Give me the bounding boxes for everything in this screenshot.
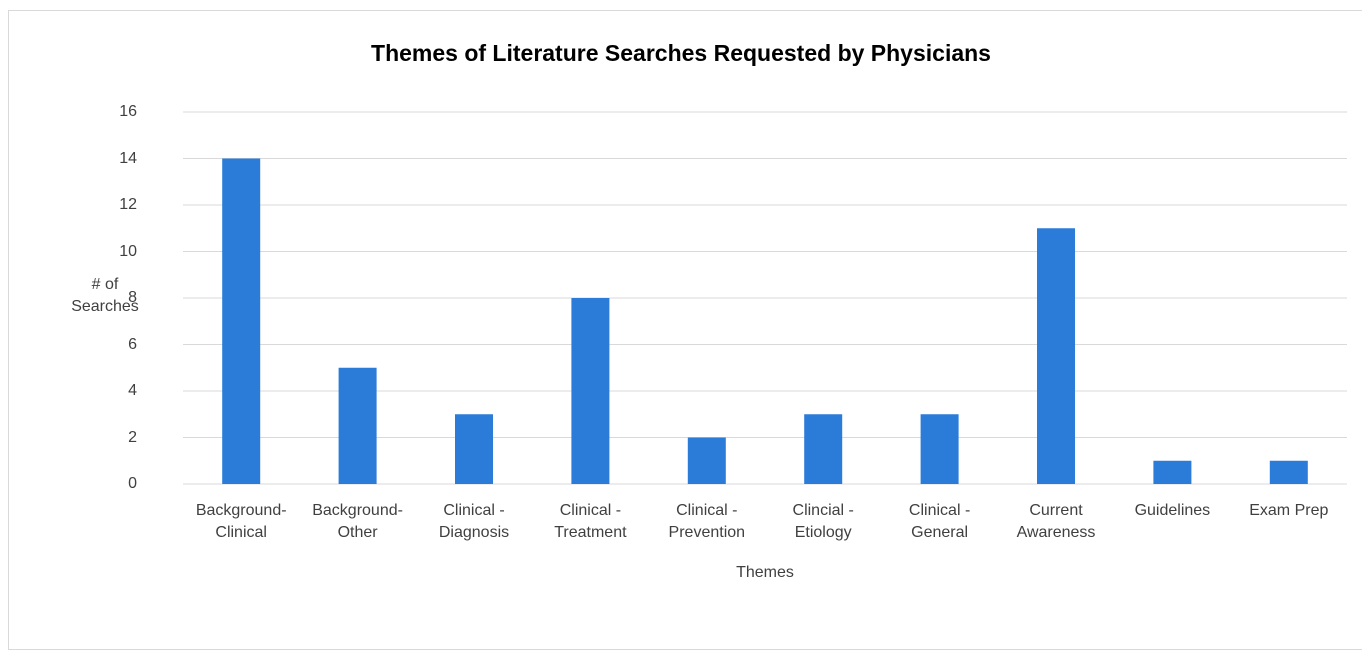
bar: [687, 437, 726, 484]
y-tick-label: 6: [128, 335, 137, 353]
x-tick-label: Background- Clinical: [195, 502, 287, 541]
y-tick-label: 14: [119, 149, 137, 167]
bar: [804, 414, 843, 484]
bar: [1037, 228, 1075, 484]
y-tick-label: 12: [119, 196, 137, 213]
chart: Themes of Literature Searches Requested …: [8, 10, 1362, 650]
x-tick-label: Clinical - Prevention: [668, 502, 746, 541]
bar: [222, 158, 261, 484]
x-tick-label: Guidelines: [1134, 502, 1211, 519]
plot: [183, 111, 1347, 485]
y-tick-label: 8: [128, 289, 137, 306]
x-tick-label: Background- Other: [312, 502, 403, 541]
y-tick-label: 10: [119, 242, 137, 260]
bar: [920, 414, 959, 484]
x-tick-label: Current Awareness: [1016, 502, 1096, 541]
bar: [455, 414, 493, 484]
bar: [1269, 460, 1308, 484]
x-tick-label: Clinical - General: [908, 502, 971, 541]
bar: [571, 298, 610, 484]
x-tick-label: Clincial - Etiology: [792, 502, 854, 541]
y-tick-label: 16: [119, 103, 137, 120]
x-tick-label: Clinical - Treatment: [554, 502, 627, 541]
y-tick-label: 2: [128, 428, 137, 446]
x-tick-label: Clinical - Diagnosis: [438, 502, 510, 541]
bar: [1153, 460, 1192, 484]
y-axis-label: # of Searches: [71, 276, 139, 315]
chart-title: Themes of Literature Searches Requested …: [371, 40, 991, 66]
x-axis-label: Themes: [736, 564, 794, 581]
y-tick-label: 4: [128, 382, 137, 399]
bar: [338, 367, 377, 484]
x-tick-label: Exam Prep: [1249, 502, 1329, 519]
y-tick-label: 0: [128, 475, 137, 492]
